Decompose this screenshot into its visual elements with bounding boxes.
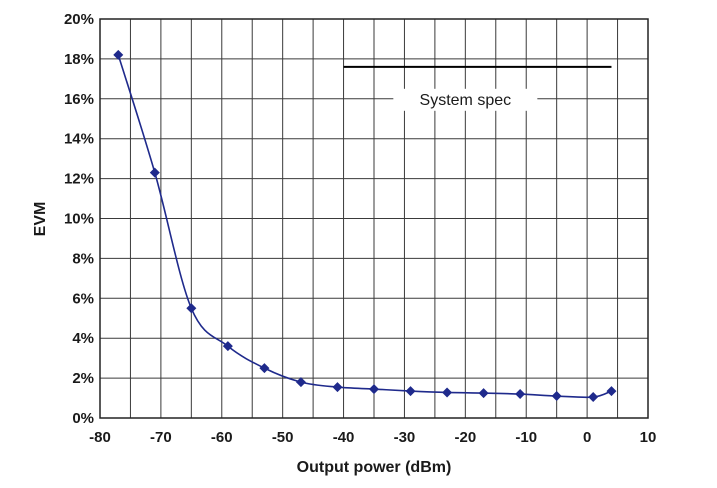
y-tick-label: 12% (64, 171, 94, 188)
y-axis-title: EVM (32, 202, 49, 237)
data-point-marker (478, 388, 489, 399)
x-tick-label: -40 (333, 429, 355, 446)
data-point-marker (405, 386, 416, 397)
plot-frame (99, 18, 649, 419)
data-point-marker (551, 391, 562, 402)
data-point-marker (515, 389, 526, 400)
x-tick-label: -30 (394, 429, 416, 446)
y-tick-label: 8% (72, 250, 94, 267)
data-point-marker (259, 363, 270, 374)
x-tick-label: 0 (583, 429, 591, 446)
x-tick-label: 10 (640, 429, 657, 446)
x-tick-label: -10 (515, 429, 537, 446)
y-tick-label: 6% (72, 290, 94, 307)
x-tick-label: -20 (454, 429, 476, 446)
system-spec-label: System spec (420, 92, 512, 109)
data-point-marker (606, 386, 617, 397)
evm-series-line (117, 54, 612, 399)
y-tick-label: 0% (72, 410, 94, 427)
y-tick-label: 4% (72, 330, 94, 347)
y-tick-label: 14% (64, 131, 94, 148)
y-tick-label: 2% (72, 370, 94, 387)
data-point-marker (113, 49, 124, 60)
system-spec-label-background (393, 88, 538, 111)
data-point-marker (222, 341, 233, 352)
x-tick-label: -70 (150, 429, 172, 446)
y-axis-tick-labels: 0% 2% 4% 6% 8% 10% 12% 14% 16% 18% 20% (64, 11, 94, 427)
data-point-marker (149, 167, 160, 178)
data-point-marker (588, 392, 599, 403)
y-tick-label: 20% (64, 11, 94, 28)
system-spec-annotation: System spec (343, 65, 612, 111)
data-point-marker (369, 384, 379, 395)
data-point-marker (186, 303, 197, 314)
y-tick-label: 10% (64, 211, 94, 228)
data-series (113, 49, 617, 403)
x-axis-tick-labels: -80 -70 -60 -50 -40 -30 -20 -10 0 10 (89, 429, 656, 446)
x-tick-label: -80 (89, 429, 111, 446)
y-tick-label: 18% (64, 51, 94, 68)
y-tick-label: 16% (64, 91, 94, 108)
x-tick-label: -60 (211, 429, 233, 446)
x-axis-title: Output power (dBm) (297, 459, 452, 476)
data-point-marker (295, 377, 306, 388)
data-point-marker (442, 387, 453, 398)
data-point-marker (332, 382, 343, 393)
grid-lines (100, 19, 648, 418)
x-tick-label: -50 (272, 429, 294, 446)
